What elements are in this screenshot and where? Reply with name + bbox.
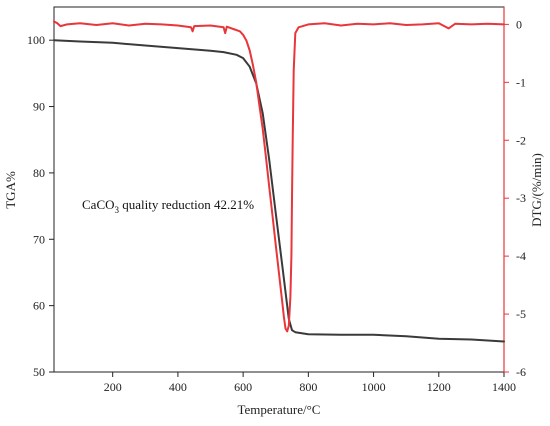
bottom-axis: 200 400 600 800 1000 1200 1400 (104, 372, 516, 394)
y2-tick-label: -3 (516, 191, 526, 205)
x-tick-label: 400 (169, 380, 187, 394)
left-axis: 50 60 70 80 90 100 (27, 33, 54, 379)
y-tick-label: 90 (33, 100, 45, 114)
y2-tick-label: -1 (516, 75, 526, 89)
right-axis: 0 -1 -2 -3 -4 -5 -6 (504, 17, 526, 379)
y-tick-label: 100 (27, 33, 45, 47)
y2-tick-label: -2 (516, 133, 526, 147)
x-axis-title: Temperature/°C (238, 402, 321, 417)
y2-tick-label: -6 (516, 365, 526, 379)
y2-tick-label: -5 (516, 307, 526, 321)
y2-tick-label: -4 (516, 249, 526, 263)
x-tick-label: 1400 (492, 380, 516, 394)
y-axis-title: TGA% (3, 171, 18, 209)
annotation: CaCO3 quality reduction 42.21% (82, 197, 254, 215)
tga-curve (53, 39, 505, 343)
y-tick-label: 60 (33, 299, 45, 313)
y2-tick-label: 0 (516, 17, 522, 31)
x-tick-label: 200 (104, 380, 122, 394)
y-tick-label: 80 (33, 166, 45, 180)
y2-axis-title: DTG/(%/min) (529, 153, 544, 227)
x-tick-label: 600 (234, 380, 252, 394)
x-tick-label: 1000 (362, 380, 386, 394)
dtg-curve (53, 20, 505, 333)
series-layer (53, 20, 505, 343)
x-tick-label: 1200 (427, 380, 451, 394)
x-tick-label: 800 (299, 380, 317, 394)
y-tick-label: 70 (33, 232, 45, 246)
plot-frame (53, 6, 505, 373)
y-tick-label: 50 (33, 365, 45, 379)
